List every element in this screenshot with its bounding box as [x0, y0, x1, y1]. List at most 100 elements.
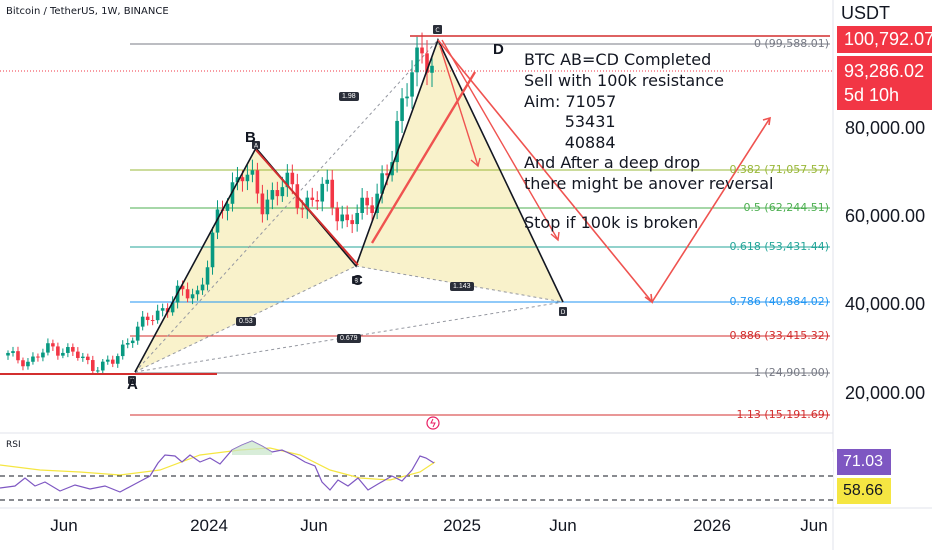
fib-level-label: 0.382 (71,057.57): [729, 163, 829, 176]
candle-up: [270, 190, 275, 200]
point-label-d: D: [493, 41, 504, 58]
fib-level-label: 0.618 (53,431.44): [729, 240, 829, 253]
last-price-tag: 93,286.02 5d 10h: [837, 56, 932, 110]
candle-up: [105, 359, 110, 362]
candle-down: [16, 351, 20, 361]
candle-down: [51, 343, 55, 347]
candle-down: [91, 360, 95, 371]
candle-up: [280, 187, 285, 197]
candle-up: [61, 352, 65, 356]
price-tick-80000: 80,000.00: [845, 118, 926, 138]
candle-up: [160, 308, 165, 311]
candle-up: [210, 232, 215, 268]
high-price-tag: 100,792.07: [837, 26, 932, 53]
price-tick-20000: 20,000.00: [845, 383, 926, 403]
candle-down: [300, 208, 305, 210]
candle-down: [335, 207, 340, 222]
candle-down: [56, 346, 60, 356]
candle-down: [255, 170, 260, 194]
candle-down: [420, 47, 424, 54]
candle-up: [46, 343, 50, 353]
annotation-line: And After a deep drop: [524, 153, 701, 172]
candle-up: [285, 172, 290, 188]
candle-down: [330, 179, 335, 208]
fib-retracement[interactable]: [0, 43, 833, 416]
candle-up: [120, 344, 125, 357]
rsi-overbought-fill: [232, 441, 272, 455]
candle-up: [395, 120, 399, 163]
alert-icon[interactable]: [426, 416, 440, 430]
time-tick: 2025: [443, 516, 481, 535]
projected-arrowhead-down: [644, 293, 654, 304]
candle-up: [225, 203, 230, 211]
candle-up: [430, 65, 434, 73]
candle-up: [135, 326, 140, 341]
rsi-value-tag: 71.03: [837, 449, 891, 475]
candle-up: [250, 170, 255, 175]
candle-up: [325, 179, 330, 184]
candle-up: [155, 310, 160, 321]
candle-up: [375, 193, 379, 214]
candle-up: [235, 177, 240, 183]
candle-down: [180, 285, 185, 290]
pattern-mark-x: X: [130, 378, 134, 385]
pattern-connector-xc: [134, 39, 439, 373]
trend-line-bc[interactable]: [255, 149, 359, 266]
candle-down: [260, 193, 265, 215]
candle-up: [245, 174, 250, 182]
point-label-c: C: [352, 272, 363, 289]
ratio-badge: 1.143: [450, 282, 474, 291]
annotation-line: 53431: [524, 112, 616, 131]
time-tick: 2024: [190, 516, 228, 535]
ratio-badge: 0.679: [337, 334, 361, 343]
candle-up: [320, 183, 325, 202]
pattern-connector-bd: [355, 265, 564, 303]
annotation-line: Sell with 100k resistance: [524, 71, 724, 90]
candle-up: [66, 347, 70, 353]
fib-level-label: 0.886 (33,415.32): [729, 329, 829, 342]
candle-up: [340, 214, 345, 222]
pattern-point-markers: X A B C D: [128, 25, 567, 385]
candle-down: [275, 190, 280, 197]
fib-level-label: 1 (24,901.00): [753, 366, 829, 379]
candle-up: [26, 361, 30, 367]
candle-up: [95, 370, 100, 372]
candle-up: [130, 340, 135, 344]
candle-up: [410, 72, 414, 97]
symbol-title[interactable]: Bitcoin / TetherUS, 1W, BINANCE: [6, 6, 169, 17]
candle-down: [365, 197, 369, 206]
candle-down: [145, 316, 150, 321]
point-label-b: B: [245, 129, 256, 146]
currency-label[interactable]: USDT: [841, 3, 890, 23]
candle-up: [360, 197, 364, 213]
candle-up: [190, 294, 195, 299]
candle-up: [115, 356, 120, 364]
candle-up: [11, 351, 15, 353]
alert-bolt-icon: [430, 418, 436, 428]
candle-down: [36, 356, 40, 358]
candle-down: [185, 289, 190, 299]
rsi-indicator-label[interactable]: RSI: [6, 440, 21, 450]
candle-down: [290, 172, 295, 185]
pattern-legs[interactable]: [134, 37, 564, 373]
time-tick: Jun: [549, 516, 577, 535]
candle-up: [31, 356, 35, 362]
candle-up: [305, 197, 310, 210]
candle-down: [86, 356, 90, 361]
candle-down: [350, 220, 354, 225]
price-tick-60000: 60,000.00: [845, 206, 926, 226]
candle-down: [21, 360, 25, 367]
candle-up: [81, 356, 85, 358]
drop-arrow-2[interactable]: [441, 39, 559, 241]
fib-level-label: 0 (99,588.01): [753, 37, 829, 50]
pattern-mark-a: A: [254, 143, 259, 150]
candle-down: [370, 205, 374, 214]
drop-arrow-1[interactable]: [439, 45, 479, 167]
annotation-line: 40884: [524, 133, 616, 152]
time-tick: Jun: [800, 516, 828, 535]
candle-down: [315, 199, 320, 202]
candle-down: [110, 359, 115, 364]
last-price-value: 93,286.02: [844, 61, 925, 81]
candle-down: [385, 173, 389, 176]
